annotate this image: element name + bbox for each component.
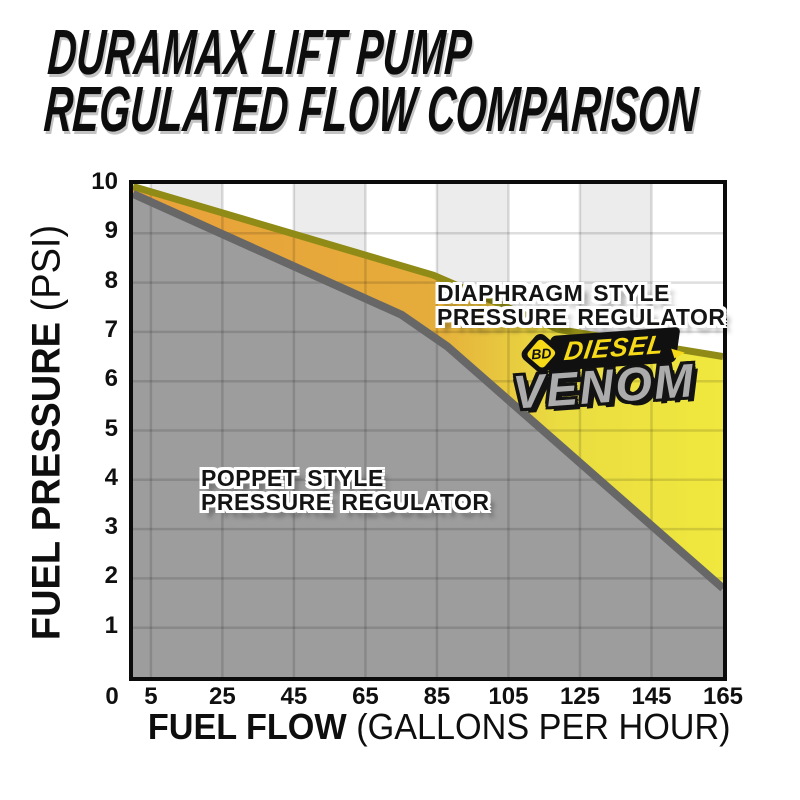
bd-diamond-icon: BD: [518, 331, 564, 377]
plot-area: [129, 180, 727, 681]
chart-title: DURAMAX LIFT PUMP REGULATED FLOW COMPARI…: [42, 16, 704, 145]
diaphragm-series-label: DIAPHRAGM STYLE PRESSURE REGULATOR: [437, 281, 725, 329]
y-axis-title-bold: FUEL PRESSURE: [24, 322, 69, 641]
origin-tick-label: 0: [105, 683, 119, 710]
diesel-wordmark: DIESEL: [562, 328, 667, 366]
chart-title-line2: REGULATED FLOW COMPARISON: [42, 73, 701, 145]
y-tick-label: 10: [91, 168, 118, 195]
x-axis-title-units: (GALLONS PER HOUR): [356, 706, 731, 747]
y-tick-label: 9: [104, 217, 118, 245]
y-axis-title: FUEL PRESSURE (PSI): [25, 198, 70, 667]
x-axis-title: FUEL FLOW (GALLONS PER HOUR): [147, 706, 731, 748]
y-tick-label: 2: [104, 562, 118, 590]
x-tick-label: 65: [352, 683, 379, 710]
x-tick-label: 5: [144, 683, 158, 710]
y-axis-title-units: (PSI): [24, 224, 69, 312]
x-tick-label: 105: [488, 683, 529, 710]
bd-diesel-venom-logo: BD DIESEL VENOM: [507, 323, 697, 419]
x-axis-title-bold: FUEL FLOW: [147, 706, 347, 747]
x-tick-label: 165: [702, 683, 744, 710]
poppet-series-label-line2: PRESSURE REGULATOR: [201, 489, 490, 515]
lightning-bolt-icon: [671, 347, 687, 358]
poppet-series-label-line1: POPPET STYLE: [201, 465, 384, 491]
y-tick-label: 5: [104, 414, 118, 442]
bd-diamond-text: BD: [530, 344, 552, 363]
diaphragm-series-label-line1: DIAPHRAGM STYLE: [437, 280, 670, 306]
y-tick-label: 8: [104, 266, 118, 294]
y-tick-label: 7: [104, 315, 118, 343]
y-tick-label: 6: [104, 365, 118, 393]
diaphragm-series-label-line2: PRESSURE REGULATOR: [437, 304, 726, 330]
x-tick-label: 125: [559, 683, 600, 710]
x-tick-label: 45: [280, 683, 308, 710]
poppet-series-label: POPPET STYLE PRESSURE REGULATOR: [201, 466, 489, 514]
y-tick-label: 1: [104, 611, 118, 639]
x-tick-label: 25: [209, 683, 236, 710]
y-tick-label: 3: [104, 513, 118, 541]
x-tick-label: 85: [423, 683, 451, 710]
chart-canvas: [133, 184, 723, 677]
y-tick-label: 4: [104, 463, 118, 491]
x-tick-label: 145: [631, 683, 672, 710]
